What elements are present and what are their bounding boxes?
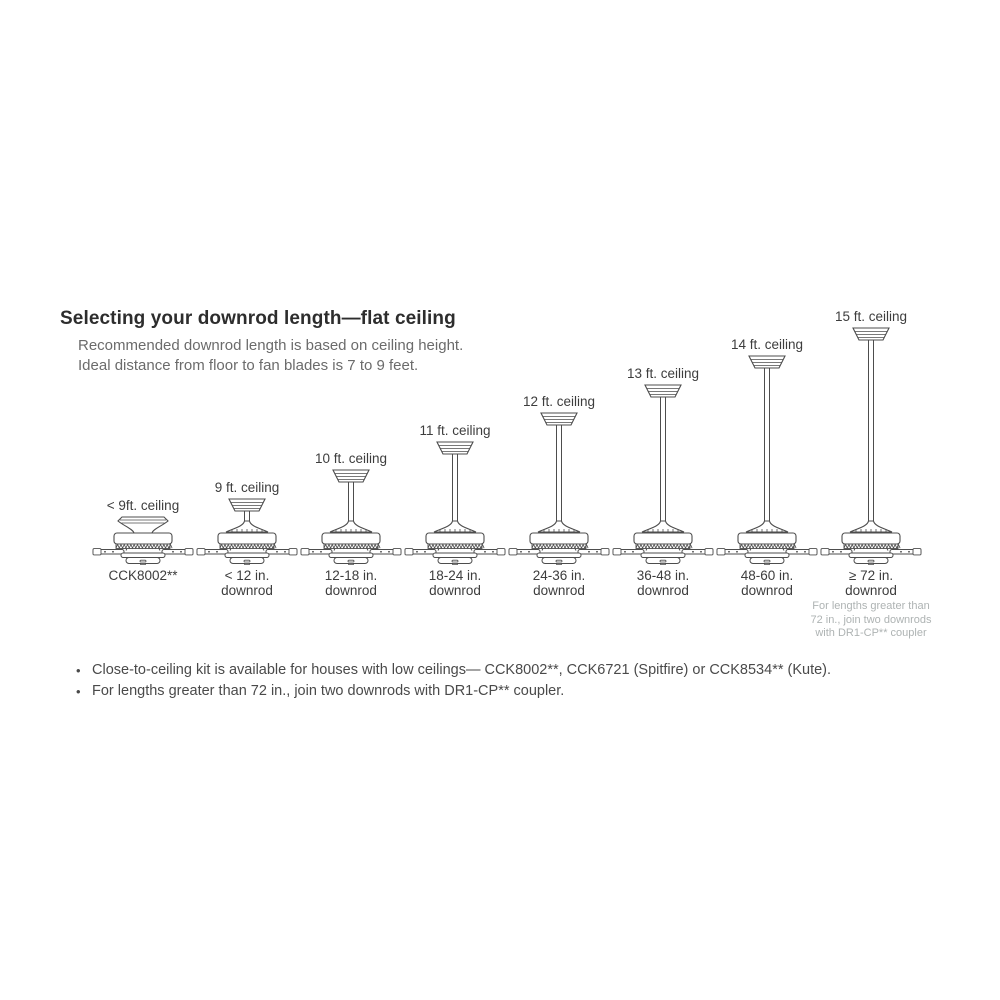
fan-column: 14 ft. ceiling: [715, 337, 819, 565]
ceiling-fan-illustration: [404, 441, 506, 565]
ceiling-height-label: < 9ft. ceiling: [106, 498, 180, 513]
fan-column: < 9ft. ceiling: [91, 498, 195, 565]
downrod-length-label: 36-48 in. downrod: [636, 568, 690, 598]
ceiling-height-label: 9 ft. ceiling: [214, 480, 280, 495]
footnote-list: Close-to-ceiling kit is available for ho…: [74, 660, 831, 702]
ceiling-fan-illustration: [612, 384, 714, 565]
ceiling-fan-illustration: [716, 355, 818, 565]
coupler-note: For lengths greater than 72 in., join tw…: [810, 600, 932, 639]
fan-column: 13 ft. ceiling: [611, 366, 715, 565]
page-subtitle: Recommended downrod length is based on c…: [78, 337, 464, 374]
ceiling-fan-illustration: [508, 412, 610, 565]
ceiling-fan-illustration: [300, 469, 402, 565]
downrod-length-label: 12-18 in. downrod: [324, 568, 378, 598]
fan-column: 12 ft. ceiling: [507, 394, 611, 565]
ceiling-height-label: 15 ft. ceiling: [834, 309, 908, 324]
ceiling-height-label: 10 ft. ceiling: [314, 451, 388, 466]
downrod-length-label: 18-24 in. downrod: [428, 568, 482, 598]
page-title: Selecting your downrod length—flat ceili…: [60, 308, 456, 329]
downrod-length-label: < 12 in. downrod: [221, 568, 273, 598]
ceiling-fan-illustration: [196, 498, 298, 565]
footnote-item: Close-to-ceiling kit is available for ho…: [74, 660, 831, 681]
ceiling-fan-illustration: [820, 327, 922, 565]
ceiling-height-label: 11 ft. ceiling: [419, 423, 491, 438]
ceiling-height-label: 12 ft. ceiling: [522, 394, 596, 409]
ceiling-fan-illustration: [92, 516, 194, 565]
downrod-length-label: ≥ 72 in. downrod: [845, 568, 897, 598]
ceiling-height-label: 14 ft. ceiling: [730, 337, 804, 352]
footnote-item: For lengths greater than 72 in., join tw…: [74, 681, 831, 702]
downrod-length-label: CCK8002**: [108, 568, 178, 583]
fan-column: 9 ft. ceiling: [195, 480, 299, 565]
fan-column: 15 ft. ceiling: [819, 309, 923, 565]
ceiling-height-label: 13 ft. ceiling: [626, 366, 700, 381]
downrod-length-label: 24-36 in. downrod: [532, 568, 586, 598]
fan-column: 11 ft. ceiling: [403, 423, 507, 565]
downrod-length-label: 48-60 in. downrod: [740, 568, 794, 598]
fan-column: 10 ft. ceiling: [299, 451, 403, 565]
